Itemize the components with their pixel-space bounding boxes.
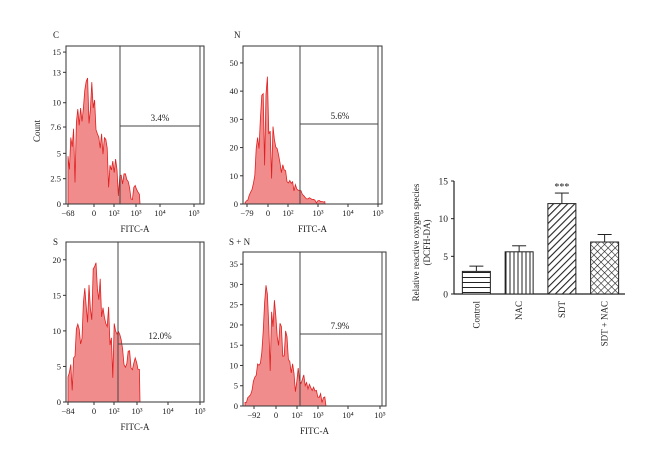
plot-frame — [242, 251, 387, 407]
bar-sdt-nac — [590, 241, 620, 295]
y-tick-label: 20 — [230, 143, 239, 153]
y-tick-label: 10 — [230, 171, 239, 181]
bar-control — [461, 270, 491, 295]
x-tick-label: 10⁵ — [374, 410, 386, 420]
y-tick-label: 10 — [230, 360, 239, 370]
y-tick-label: 35 — [230, 259, 239, 269]
x-tick-label: 10² — [108, 208, 120, 218]
histogram-panel-4: 7.9% S + N 0 5 10 15 20 25 30 35 −92 0 10² 10³ 10⁴ 10⁵ F… — [229, 237, 387, 436]
y-tick-label: 15 — [53, 290, 62, 300]
histogram-area — [67, 262, 141, 403]
category-label: NAC — [514, 301, 524, 320]
gate-percent: 7.9% — [331, 321, 350, 331]
y-tick-label: 5 — [57, 148, 61, 158]
x-tick-label: 10³ — [312, 208, 324, 218]
y-tick-label: 5 — [57, 361, 61, 371]
y-tick-label: 15 — [230, 340, 239, 350]
category-label: SDT — [557, 301, 567, 319]
y-tick-label: 0 — [443, 291, 448, 301]
significance-marker: *** — [554, 182, 569, 193]
x-tick-label: 0 — [266, 208, 270, 218]
y-tick-label: 25 — [230, 300, 239, 310]
x-tick-label: 10⁴ — [162, 406, 174, 416]
x-tick-label: 10⁴ — [342, 208, 354, 218]
histogram-area — [244, 285, 327, 407]
gate-percent: 5.6% — [331, 111, 350, 121]
x-axis-label: FITC-A — [121, 422, 151, 432]
y-tick-label: 0 — [234, 401, 238, 411]
x-tick-label: 10⁵ — [194, 406, 206, 416]
y-tick-label: 7.6 — [50, 122, 61, 132]
x-tick-label: 10⁵ — [372, 208, 384, 218]
gate-percent: 12.0% — [148, 331, 172, 341]
y-tick-label: 5 — [234, 381, 238, 391]
y-tick-label: 30 — [230, 114, 239, 124]
y-tick-label: 10 — [53, 98, 62, 108]
x-tick-label: 10³ — [312, 410, 324, 420]
x-tick-label: 10⁴ — [154, 208, 166, 218]
y-tick-label: 10 — [53, 326, 62, 336]
x-tick-label: 0 — [92, 208, 96, 218]
panel-label: S — [53, 237, 58, 247]
y-tick-label: 50 — [230, 58, 239, 68]
x-axis-label: FITC-A — [298, 224, 328, 234]
x-tick-label: −84 — [61, 406, 75, 416]
histogram-area — [244, 76, 326, 205]
y-tick-label: 5 — [443, 253, 448, 263]
y-tick-label: 30 — [230, 279, 239, 289]
bar-sdt — [547, 203, 577, 295]
category-label: SDT + NAC — [600, 301, 610, 346]
x-tick-label: 10³ — [130, 208, 142, 218]
x-tick-label: −79 — [240, 208, 253, 218]
panel-label: S + N — [229, 237, 251, 247]
x-tick-label: 0 — [92, 406, 96, 416]
bar-nac — [504, 251, 534, 295]
x-tick-label: 10⁵ — [188, 208, 200, 218]
y-tick-label: 20 — [230, 320, 239, 330]
x-tick-label: 10⁴ — [342, 410, 354, 420]
category-label: Control — [471, 301, 481, 329]
y-tick-label: 15 — [53, 47, 62, 57]
y-axis-label: Count — [32, 120, 42, 143]
y-tick-label: 13 — [53, 67, 62, 77]
x-tick-label: 10² — [108, 406, 120, 416]
panel-label: C — [53, 30, 59, 40]
gate-percent: 3.4% — [151, 113, 170, 123]
plot-frame — [65, 45, 205, 205]
y-tick-label: 10 — [439, 215, 449, 225]
x-axis-label: FITC-A — [300, 426, 330, 436]
histogram-area — [67, 77, 141, 205]
plot-frame — [242, 45, 383, 205]
x-axis-label: FITC-A — [121, 224, 151, 234]
y-axis-label-line: (DCFH-DA) — [422, 219, 432, 265]
y-tick-label: 20 — [53, 255, 62, 265]
x-tick-label: 10² — [282, 208, 294, 218]
x-tick-label: 0 — [274, 410, 278, 420]
y-tick-label: 15 — [439, 178, 449, 188]
x-tick-label: −68 — [61, 208, 74, 218]
panel-label: N — [234, 30, 241, 40]
y-tick-label: 40 — [230, 86, 239, 96]
y-tick-label: 0 — [57, 397, 61, 407]
x-tick-label: 10² — [291, 410, 303, 420]
plot-frame — [65, 241, 205, 403]
bar-chart: 0 5 10 15 Relative reactive oxygen species (D… — [411, 178, 625, 346]
y-tick-label: 0 — [234, 199, 238, 209]
y-tick-label: 2.5 — [50, 174, 61, 184]
y-tick-label: 0 — [57, 199, 61, 209]
y-axis-label-line: Relative reactive oxygen species — [411, 183, 421, 301]
x-tick-label: 10³ — [131, 406, 143, 416]
x-tick-label: −92 — [247, 410, 260, 420]
